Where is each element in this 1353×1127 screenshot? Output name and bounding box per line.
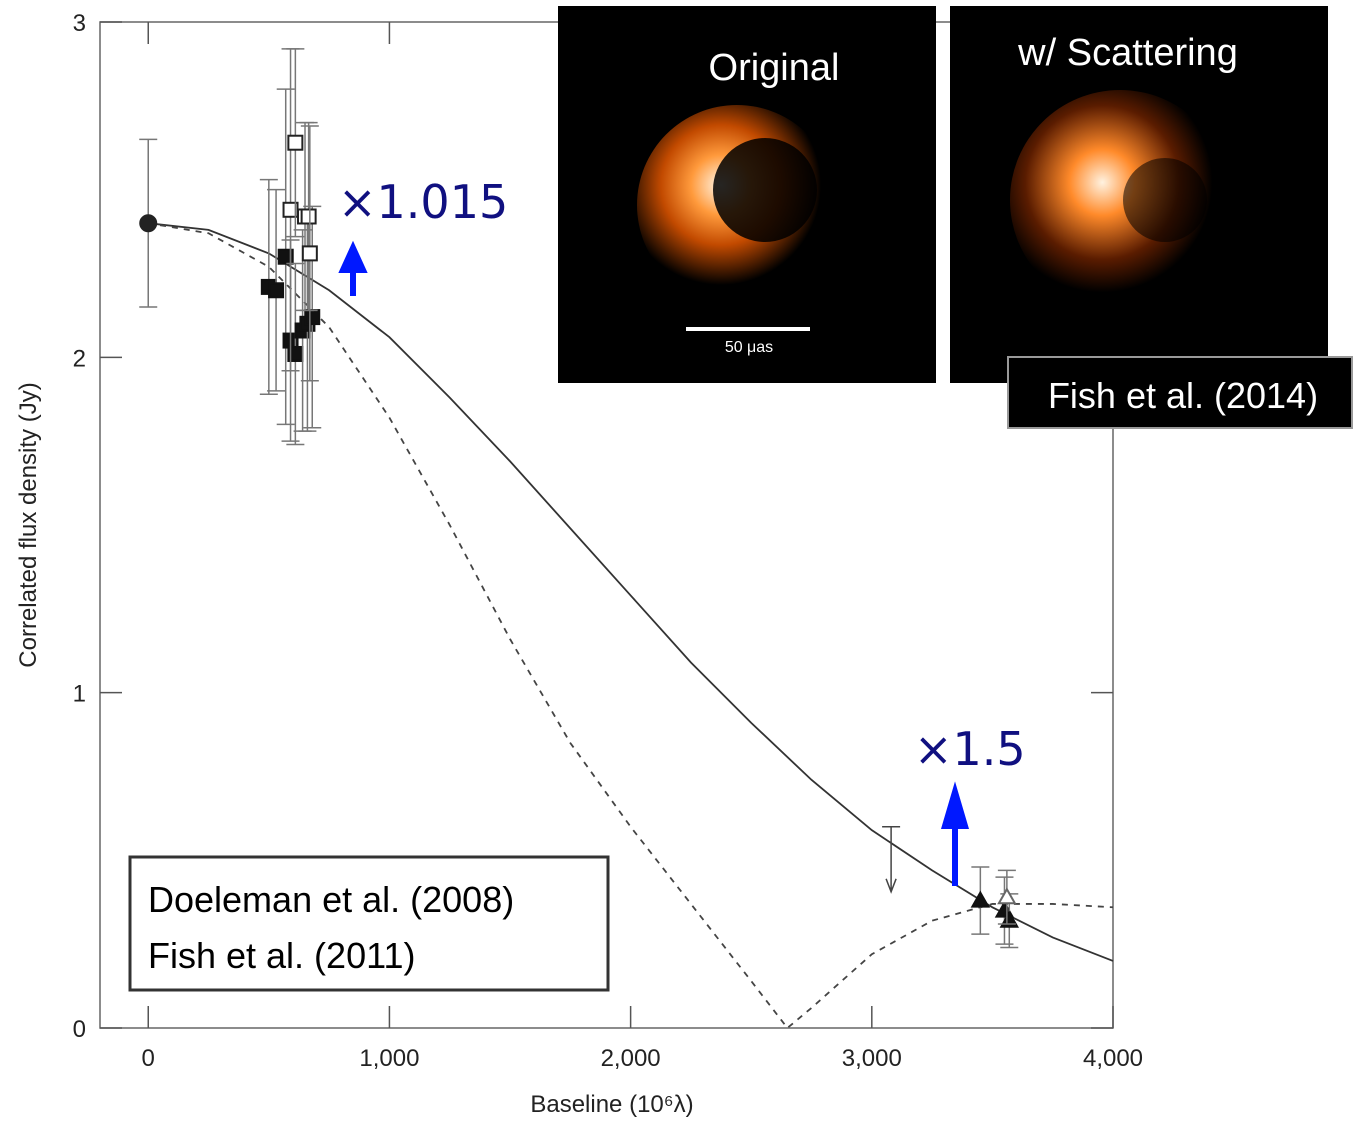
data-point [269, 283, 283, 297]
factor-label: ×1.015 [338, 175, 508, 229]
factor-label: ×1.5 [914, 722, 1026, 776]
image-title: Original [709, 47, 840, 89]
x-tick-label: 0 [142, 1045, 155, 1072]
upper-limit [882, 827, 900, 892]
data-point [303, 246, 317, 260]
x-tick-label: 1,000 [359, 1045, 419, 1072]
image-title: w/ Scattering [1017, 32, 1238, 74]
image-credit: Fish et al. (2014) [1048, 375, 1318, 416]
page: 0 1 2 3 0 1,000 2,000 3,000 4,000 Baseline (10⁶λ… [0, 0, 1353, 1127]
data-point [305, 310, 319, 324]
shadow [1123, 158, 1207, 242]
chart: 0 1 2 3 0 1,000 2,000 3,000 4,000 Baseline (10⁶λ… [0, 0, 1353, 1127]
y-tick-label: 2 [73, 345, 86, 372]
x-tick-label: 4,000 [1083, 1045, 1143, 1072]
data-point [999, 889, 1015, 903]
shadow [713, 138, 817, 242]
x-tick-label: 2,000 [601, 1045, 661, 1072]
reference: Fish et al. (2011) [148, 935, 415, 976]
arrow [945, 792, 965, 886]
y-tick-label: 3 [73, 10, 86, 37]
data-point [302, 209, 316, 223]
x-tick-label: 3,000 [842, 1045, 902, 1072]
data-point [972, 893, 988, 907]
y-tick-label: 1 [73, 681, 86, 708]
data-point [140, 215, 156, 231]
y-axis-label: Correlated flux density (Jy) [15, 382, 42, 667]
data-point [288, 136, 302, 150]
reference: Doeleman et al. (2008) [148, 879, 514, 920]
arrow [343, 248, 363, 296]
x-axis-label: Baseline (10⁶λ) [530, 1091, 693, 1118]
scale-bar-label: 50 μas [725, 339, 773, 356]
y-tick-label: 0 [73, 1016, 86, 1043]
